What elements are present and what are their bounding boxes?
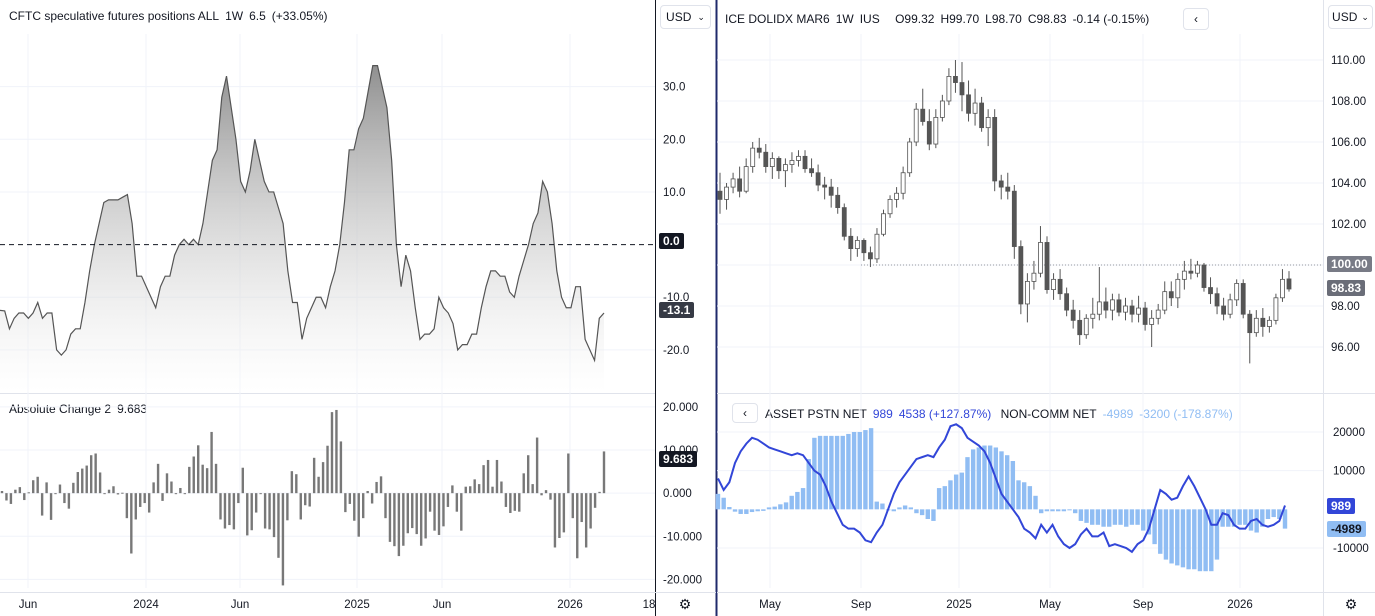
right-symbol[interactable]: ICE DOLIDX MAR6: [725, 12, 830, 26]
left-last-tag: -13.1: [659, 302, 695, 318]
right-currency-select[interactable]: USD ⌄: [1328, 5, 1373, 29]
right-indicator-val1: 989: [872, 407, 893, 421]
left-main-value: 6.5: [249, 9, 266, 23]
right-interval: 1W: [835, 12, 854, 26]
left-main-interval: 1W: [225, 9, 244, 23]
left-currency-select[interactable]: USD ⌄: [660, 5, 711, 29]
chevron-down-icon: ⌄: [1361, 11, 1369, 22]
right-currency-label: USD: [1332, 10, 1358, 24]
left-currency-label: USD: [666, 10, 692, 24]
chevron-left-icon: ‹: [743, 406, 747, 420]
right-indicator-tag2: -4989: [1327, 521, 1366, 537]
right-indicator-name1[interactable]: ASSET PSTN NET: [765, 407, 867, 421]
right-exchange: IUS: [859, 12, 880, 26]
chevron-down-icon: ⌄: [697, 11, 705, 22]
left-main-title[interactable]: CFTC speculative futures positions ALL: [9, 9, 220, 23]
left-main-legend: CFTC speculative futures positions ALL 1W…: [9, 9, 334, 23]
left-main-change: (+33.05%): [271, 9, 328, 23]
right-main-legend: ICE DOLIDX MAR6 1W IUS O99.32 H99.70 L98.70 C…: [725, 12, 1161, 26]
right-indicator-val2b: -3200 (-178.87%): [1139, 407, 1233, 421]
right-indicator-val2: -4989: [1102, 407, 1134, 421]
right-collapse-legend-button[interactable]: ‹: [1183, 8, 1209, 30]
left-chart-panel: CFTC speculative futures positions ALL 1W…: [9, 5, 711, 614]
left-indicator-value: 9.683: [117, 402, 148, 416]
right-price-tag: 98.83: [1327, 280, 1366, 296]
right-settings-button[interactable]: ⚙: [1340, 594, 1362, 614]
chevron-left-icon: ‹: [1194, 12, 1198, 26]
left-indicator-legend: Absolute Change 2 9.683: [9, 402, 153, 416]
right-indicator-legend: ASSET PSTN NET 989 4538 (+127.87%) NON-COM…: [765, 407, 1239, 421]
left-zero-tag: 0.0: [659, 233, 684, 249]
right-ohlc: O99.32 H99.70 L98.70 C98.83 -0.14 (-0.15%): [895, 12, 1150, 26]
right-chart-panel: ICE DOLIDX MAR6 1W IUS O99.32 H99.70 L98.70 C…: [716, 0, 1375, 616]
left-indicator-tag: 9.683: [659, 451, 698, 467]
right-indicator-val1b: 4538 (+127.87%): [898, 407, 992, 421]
left-settings-button[interactable]: ⚙: [674, 594, 696, 614]
gear-icon: ⚙: [678, 595, 692, 612]
right-indicator-collapse-button[interactable]: ‹: [732, 403, 758, 423]
gear-icon: ⚙: [1344, 595, 1358, 612]
right-indicator-name2[interactable]: NON-COMM NET: [1000, 407, 1097, 421]
left-indicator-title[interactable]: Absolute Change 2: [9, 402, 112, 416]
right-indicator-tag1: 989: [1327, 498, 1356, 514]
right-level-tag: 100.00: [1327, 256, 1372, 272]
